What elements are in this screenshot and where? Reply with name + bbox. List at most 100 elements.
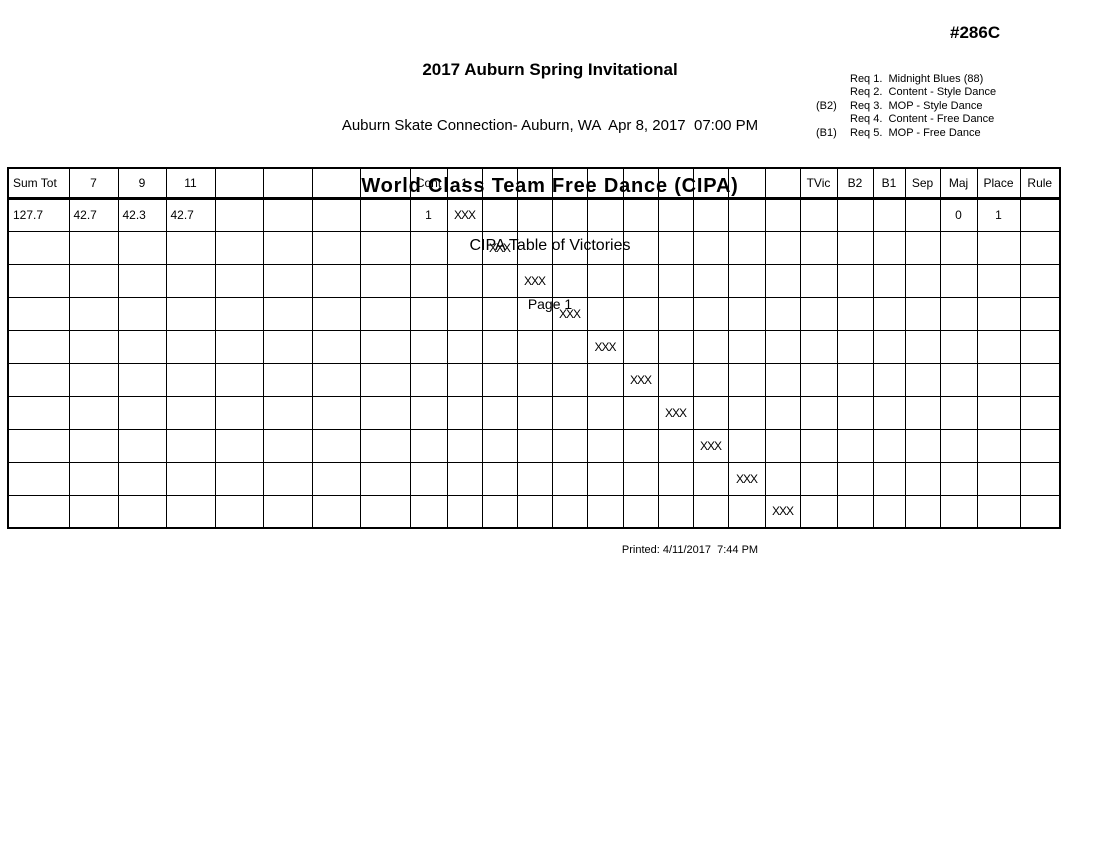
table-cell: [68, 263, 119, 298]
table-cell: [68, 395, 119, 430]
column-header: [516, 167, 553, 200]
table-cell: [214, 197, 264, 232]
table-cell: [262, 197, 313, 232]
table-cell: [799, 263, 838, 298]
table-cell: [481, 362, 518, 397]
column-header: Cont: [409, 167, 448, 200]
table-cell: [7, 296, 70, 331]
table-cell: [939, 461, 978, 496]
table-cell: [551, 263, 588, 298]
table-cell: [516, 296, 553, 331]
table-cell: [836, 230, 874, 265]
table-cell: [117, 329, 167, 364]
table-cell: [262, 428, 313, 463]
table-cell: [622, 329, 659, 364]
table-cell: [939, 263, 978, 298]
table-cell: [262, 329, 313, 364]
table-cell: [551, 362, 588, 397]
victory-mark-cell: XXX: [551, 296, 588, 331]
table-cell: [409, 329, 448, 364]
table-cell: [551, 395, 588, 430]
table-cell: 127.7: [7, 197, 70, 232]
table-cell: [262, 461, 313, 496]
table-cell: [481, 296, 518, 331]
table-cell: [939, 494, 978, 529]
table-cell: [359, 494, 411, 529]
table-cell: [836, 362, 874, 397]
table-cell: [551, 428, 588, 463]
column-header: Sep: [904, 167, 941, 200]
table-cell: [311, 428, 361, 463]
victory-mark-cell: XXX: [586, 329, 624, 364]
table-cell: [446, 461, 483, 496]
table-cell: [7, 329, 70, 364]
table-cell: [68, 296, 119, 331]
table-cell: [7, 230, 70, 265]
column-header: [622, 167, 659, 200]
table-cell: 42.3: [117, 197, 167, 232]
table-cell: [446, 263, 483, 298]
table-cell: [409, 494, 448, 529]
table-cell: [764, 395, 801, 430]
table-cell: [872, 362, 906, 397]
victory-mark-cell: XXX: [657, 395, 694, 430]
table-cell: [727, 230, 766, 265]
table-cell: [7, 428, 70, 463]
table-cell: [976, 428, 1021, 463]
table-cell: [657, 263, 694, 298]
table-cell: [799, 197, 838, 232]
table-cell: [1019, 230, 1061, 265]
table-cell: [165, 362, 216, 397]
requirement-line: (B1) Req 5. MOP - Free Dance: [816, 127, 996, 140]
table-cell: [976, 395, 1021, 430]
table-cell: [976, 362, 1021, 397]
table-row: XXX: [7, 296, 1061, 331]
table-cell: [622, 428, 659, 463]
table-cell: [117, 296, 167, 331]
table-cell: [516, 329, 553, 364]
table-cell: [311, 494, 361, 529]
table-cell: [904, 362, 941, 397]
table-cell: [68, 329, 119, 364]
table-cell: [117, 461, 167, 496]
table-cell: [165, 461, 216, 496]
table-cell: [481, 428, 518, 463]
table-cell: [904, 230, 941, 265]
table-cell: [446, 494, 483, 529]
table-cell: [551, 197, 588, 232]
table-cell: [872, 461, 906, 496]
table-cell: [481, 494, 518, 529]
table-cell: [214, 494, 264, 529]
table-cell: 42.7: [165, 197, 216, 232]
table-cell: [692, 230, 729, 265]
table-cell: [727, 329, 766, 364]
table-cell: [359, 362, 411, 397]
table-cell: [446, 362, 483, 397]
table-cell: [872, 230, 906, 265]
table-cell: [409, 461, 448, 496]
table-cell: [657, 296, 694, 331]
table-cell: [657, 362, 694, 397]
column-header: 1: [446, 167, 483, 200]
table-cell: [1019, 395, 1061, 430]
column-header: 7: [68, 167, 119, 200]
table-cell: [939, 362, 978, 397]
table-cell: [359, 230, 411, 265]
table-cell: [516, 362, 553, 397]
table-header: Sum Tot 7 9 11 Cont 1 TVic B2 B1 Sep Maj Place Rule: [7, 167, 1061, 200]
column-header: Rule: [1019, 167, 1061, 200]
requirement-line: Req 1. Midnight Blues (88): [816, 73, 996, 86]
column-header: B1: [872, 167, 906, 200]
table-cell: [692, 296, 729, 331]
table-cell: [446, 428, 483, 463]
table-cell: [214, 461, 264, 496]
requirements-list: Req 1. Midnight Blues (88) Req 2. Conten…: [816, 73, 996, 140]
table-cell: [214, 362, 264, 397]
table-cell: [1019, 428, 1061, 463]
requirement-prefix: (B1): [816, 126, 837, 139]
table-cell: [117, 230, 167, 265]
table-cell: [516, 230, 553, 265]
table-cell: [872, 263, 906, 298]
table-cell: [586, 263, 624, 298]
